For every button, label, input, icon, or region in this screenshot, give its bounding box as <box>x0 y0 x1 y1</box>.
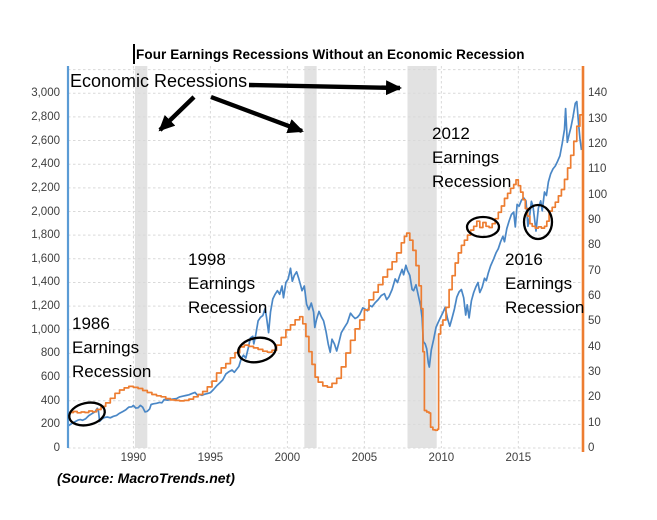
earnings-recession-ellipse <box>522 203 554 241</box>
y-left-tick-label: 1,800 <box>31 229 60 242</box>
y-left-tick-label: 2,200 <box>31 181 60 194</box>
annotation-line: Earnings <box>188 274 256 293</box>
annotation-line: 1986 <box>72 314 110 333</box>
annotation-1986-earnings-recession: 1986 Earnings Recession <box>72 312 151 384</box>
y-left-tick-label: 2,800 <box>31 110 60 123</box>
x-axis-tick-label: 1995 <box>197 452 224 464</box>
x-axis-tick-label: 2010 <box>428 452 455 464</box>
x-axis-tick-label: 1990 <box>120 452 147 464</box>
y-left-tick-label: 600 <box>40 371 60 384</box>
price-line-series <box>67 100 583 427</box>
x-axis-tick-label: 2015 <box>505 452 532 464</box>
y-left-tick-label: 0 <box>53 442 60 454</box>
source-note: (Source: MacroTrends.net) <box>57 470 235 486</box>
y-left-tick-label: 2,000 <box>31 205 60 218</box>
x-axis-tick-label: 2005 <box>351 452 378 464</box>
annotation-2016-earnings-recession: 2016 Earnings Recession <box>505 248 584 320</box>
y-right-tick-label: 60 <box>588 289 601 302</box>
y-right-tick-label: 40 <box>588 340 601 353</box>
earnings-recession-ellipse <box>237 336 277 364</box>
y-left-tick-label: 1,000 <box>31 323 60 336</box>
annotation-line: Recession <box>432 172 512 191</box>
y-right-tick-label: 140 <box>588 87 608 100</box>
annotation-line: 1998 <box>188 250 226 269</box>
annotation-line: 2016 <box>505 250 543 269</box>
earnings-recession-ellipse <box>465 215 501 239</box>
recession-band <box>304 66 317 448</box>
y-left-tick-label: 1,200 <box>31 300 60 313</box>
y-right-tick-label: 70 <box>588 264 601 277</box>
y-left-tick-label: 800 <box>40 347 60 360</box>
y-right-tick-label: 90 <box>588 213 601 226</box>
earnings-line-series <box>68 112 584 432</box>
y-right-tick-label: 30 <box>588 365 601 378</box>
y-right-tick-label: 120 <box>588 137 608 150</box>
y-right-tick-label: 80 <box>588 239 601 252</box>
recession-pointer-arrow <box>248 80 402 96</box>
annotation-line: 2012 <box>432 124 470 143</box>
y-right-tick-label: 130 <box>588 112 608 125</box>
y-right-tick-label: 50 <box>588 315 601 328</box>
recession-band <box>134 66 148 448</box>
text-cursor <box>133 44 135 64</box>
y-right-tick-label: 0 <box>588 442 595 454</box>
annotation-1998-earnings-recession: 1998 Earnings Recession <box>188 248 267 320</box>
earnings-recession-ellipse <box>68 401 106 427</box>
recession-pointer-arrow <box>158 95 196 132</box>
y-left-tick-label: 3,000 <box>31 87 60 100</box>
annotation-line: Earnings <box>72 338 140 357</box>
y-left-tick-label: 400 <box>40 394 60 407</box>
x-axis-tick-label: 2000 <box>274 452 301 464</box>
recession-band <box>407 66 437 448</box>
chart-title: Four Earnings Recessions Without an Econ… <box>136 47 525 62</box>
annotation-line: Recession <box>72 362 152 381</box>
y-right-tick-label: 20 <box>588 391 601 404</box>
y-right-tick-label: 110 <box>588 163 607 176</box>
y-left-tick-label: 1,600 <box>31 252 60 265</box>
annotation-line: Recession <box>188 298 268 317</box>
y-right-tick-label: 100 <box>588 188 608 201</box>
y-left-tick-label: 2,400 <box>31 158 60 171</box>
annotation-line: Earnings <box>432 148 500 167</box>
y-right-tick-label: 10 <box>588 416 601 429</box>
y-left-tick-label: 2,600 <box>31 134 60 147</box>
annotation-line: Recession <box>505 298 585 317</box>
annotation-2012-earnings-recession: 2012 Earnings Recession <box>432 122 511 194</box>
economic-recessions-label: Economic Recessions <box>70 71 248 91</box>
y-left-tick-label: 1,400 <box>31 276 60 289</box>
y-left-tick-label: 200 <box>40 418 60 431</box>
recession-pointer-arrow <box>210 94 304 134</box>
annotation-line: Earnings <box>505 274 573 293</box>
